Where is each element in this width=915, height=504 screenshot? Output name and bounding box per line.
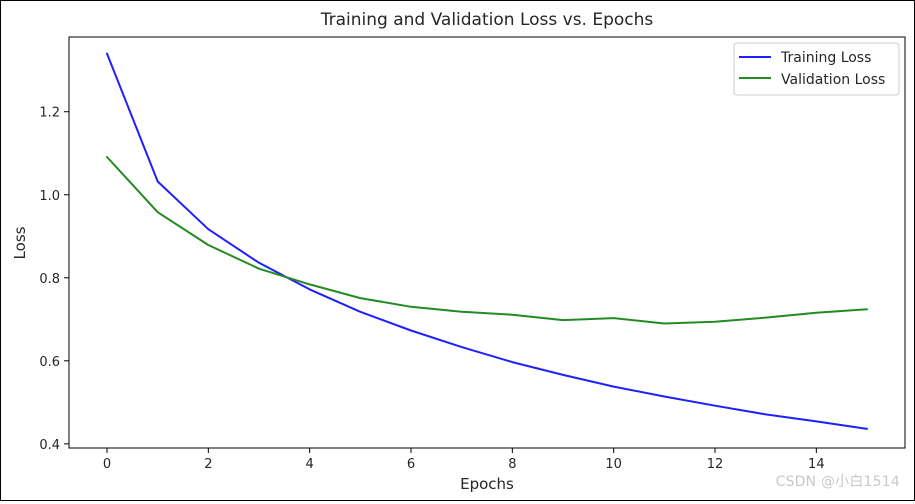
x-tick-label: 14 [808,457,825,472]
x-tick-label: 0 [103,457,111,472]
series-line-validation-loss [106,156,868,325]
chart-title: Training and Validation Loss vs. Epochs [320,10,654,30]
y-axis-ticks: 0.4 0.6 0.8 1.0 1.2 [39,106,69,453]
legend-label-training-loss: Training Loss [780,50,871,66]
x-tick-label: 2 [204,457,212,472]
x-tick-label: 12 [707,457,724,472]
series-layer [106,52,868,430]
x-tick-label: 10 [605,457,622,472]
watermark-text: CSDN @小白1514 [775,474,900,490]
x-axis-ticks: 0 2 4 6 8 10 12 14 [103,448,825,472]
x-tick-label: 6 [407,457,415,472]
y-axis-label: Loss [11,226,29,259]
series-line-training-loss [106,52,868,430]
legend: Training Loss Validation Loss [733,42,900,96]
y-tick-label: 1.0 [39,189,60,204]
x-tick-label: 8 [508,457,516,472]
x-axis-label: Epochs [460,475,514,493]
y-tick-label: 0.8 [39,272,60,287]
legend-box [733,42,900,96]
y-tick-label: 1.2 [39,106,60,121]
x-tick-label: 4 [306,457,314,472]
y-tick-label: 0.4 [39,438,60,453]
plot-area [68,36,906,449]
legend-label-validation-loss: Validation Loss [781,72,885,88]
y-tick-label: 0.6 [39,355,60,370]
